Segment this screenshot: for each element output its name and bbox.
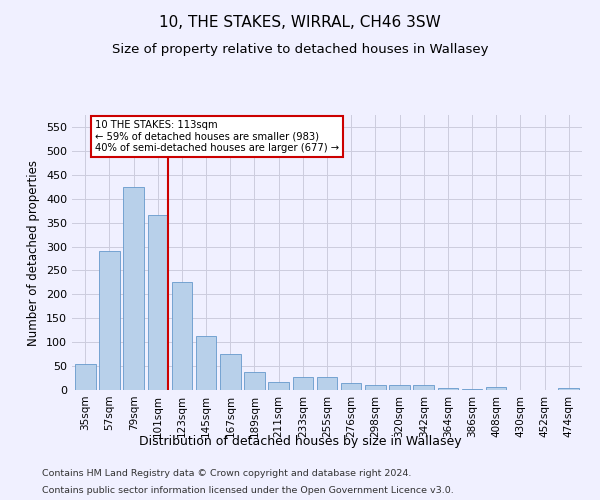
Y-axis label: Number of detached properties: Number of detached properties bbox=[28, 160, 40, 346]
Bar bbox=[486, 387, 506, 390]
Bar bbox=[559, 388, 579, 390]
Text: 10 THE STAKES: 113sqm
← 59% of detached houses are smaller (983)
40% of semi-det: 10 THE STAKES: 113sqm ← 59% of detached … bbox=[95, 120, 339, 153]
Bar bbox=[124, 186, 144, 390]
Bar bbox=[196, 336, 217, 390]
Bar bbox=[317, 377, 337, 390]
Text: Contains HM Land Registry data © Crown copyright and database right 2024.: Contains HM Land Registry data © Crown c… bbox=[42, 468, 412, 477]
Bar bbox=[365, 385, 386, 390]
Bar bbox=[99, 252, 120, 390]
Bar bbox=[389, 385, 410, 390]
Bar bbox=[244, 372, 265, 390]
Bar bbox=[413, 385, 434, 390]
Bar bbox=[268, 382, 289, 390]
Text: Size of property relative to detached houses in Wallasey: Size of property relative to detached ho… bbox=[112, 42, 488, 56]
Bar bbox=[75, 364, 95, 390]
Bar bbox=[148, 216, 168, 390]
Bar bbox=[220, 354, 241, 390]
Bar bbox=[437, 388, 458, 390]
Bar bbox=[462, 388, 482, 390]
Bar bbox=[293, 377, 313, 390]
Bar bbox=[172, 282, 192, 390]
Text: Distribution of detached houses by size in Wallasey: Distribution of detached houses by size … bbox=[139, 435, 461, 448]
Bar bbox=[341, 384, 361, 390]
Text: Contains public sector information licensed under the Open Government Licence v3: Contains public sector information licen… bbox=[42, 486, 454, 495]
Text: 10, THE STAKES, WIRRAL, CH46 3SW: 10, THE STAKES, WIRRAL, CH46 3SW bbox=[159, 15, 441, 30]
